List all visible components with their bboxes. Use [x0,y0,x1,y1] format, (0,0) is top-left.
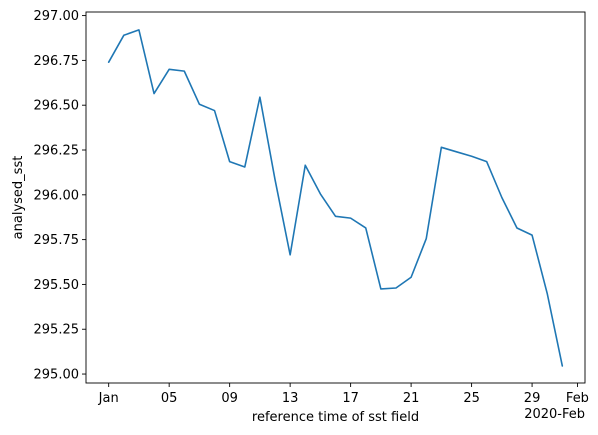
x-tick-label: Feb [566,391,589,406]
plot-frame [85,11,586,384]
x-tick-label: 21 [403,391,420,406]
y-tick-label: 296.75 [34,54,80,69]
x-tick-label: Jan [98,391,119,406]
y-tick-label: 295.75 [34,233,80,248]
series-line [107,29,564,367]
x-tick-label: 29 [524,391,541,406]
x-tick-label: 09 [221,391,238,406]
y-tick-label: 295.25 [34,323,80,338]
y-tick-label: 295.50 [34,278,80,293]
x-ticks: Jan 05 09 13 17 21 25 29 Feb [98,383,589,406]
x-tick-label: 05 [161,391,178,406]
x-offset-label: 2020-Feb [524,407,585,422]
x-tick-label: 25 [463,391,480,406]
y-tick-label: 297.00 [34,9,80,24]
x-tick-label: 13 [282,391,299,406]
y-tick-label: 296.00 [34,188,80,203]
x-axis-label: reference time of sst field [252,410,419,425]
y-tick-label: 296.25 [34,144,80,159]
y-ticks: 295.00 295.25 295.50 295.75 296.00 296.25 296.… [34,9,86,383]
y-tick-label: 296.50 [34,99,80,114]
y-tick-label: 295.00 [34,368,80,383]
x-tick-label: 17 [342,391,359,406]
y-axis-label: analysed_sst [11,156,26,240]
